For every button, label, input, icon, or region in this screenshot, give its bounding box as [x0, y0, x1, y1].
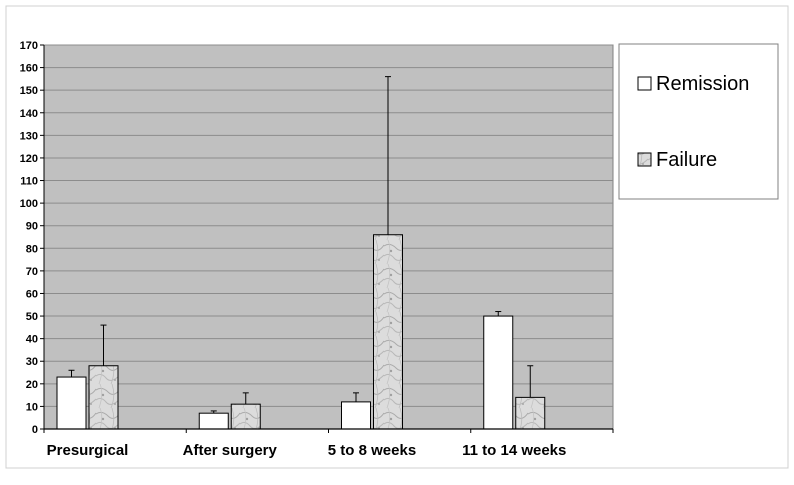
y-tick-label: 30 — [26, 356, 38, 368]
x-category-label: Presurgical — [47, 442, 129, 459]
y-tick-label: 120 — [20, 153, 38, 165]
y-tick-label: 70 — [26, 266, 38, 278]
bar-failure-3 — [515, 396, 546, 430]
x-category-label: After surgery — [183, 442, 278, 459]
legend-label-remission: Remission — [656, 73, 749, 95]
y-tick-label: 0 — [32, 424, 38, 436]
y-tick-label: 110 — [20, 176, 38, 188]
legend-swatch-remission — [637, 76, 652, 91]
y-tick-label: 10 — [26, 401, 38, 413]
legend-swatch-failure — [637, 152, 652, 167]
bar-failure-2 — [373, 234, 403, 430]
y-tick-label: 50 — [26, 311, 38, 323]
y-tick-label: 20 — [26, 379, 38, 391]
y-tick-label: 40 — [26, 334, 38, 346]
y-tick-label: 60 — [26, 288, 38, 300]
legend — [618, 43, 779, 200]
bar-remission-1 — [198, 412, 229, 430]
plot-area — [43, 44, 614, 430]
bar-failure-0 — [88, 365, 119, 430]
y-tick-label: 100 — [20, 198, 38, 210]
y-tick-label: 80 — [26, 243, 38, 255]
bar-remission-3 — [483, 315, 514, 430]
x-category-label: 11 to 14 weeks — [462, 442, 566, 459]
y-tick-label: 160 — [20, 63, 38, 75]
bar-failure-1 — [230, 403, 261, 430]
y-tick-label: 90 — [26, 221, 38, 233]
y-tick-label: 140 — [20, 108, 38, 120]
y-tick-label: 150 — [20, 85, 38, 97]
y-tick-label: 130 — [20, 130, 38, 142]
bar-remission-2 — [341, 401, 371, 430]
bar-remission-0 — [56, 376, 87, 430]
x-category-label: 5 to 8 weeks — [328, 442, 416, 459]
y-tick-label: 170 — [20, 40, 38, 52]
legend-label-failure: Failure — [656, 149, 717, 171]
